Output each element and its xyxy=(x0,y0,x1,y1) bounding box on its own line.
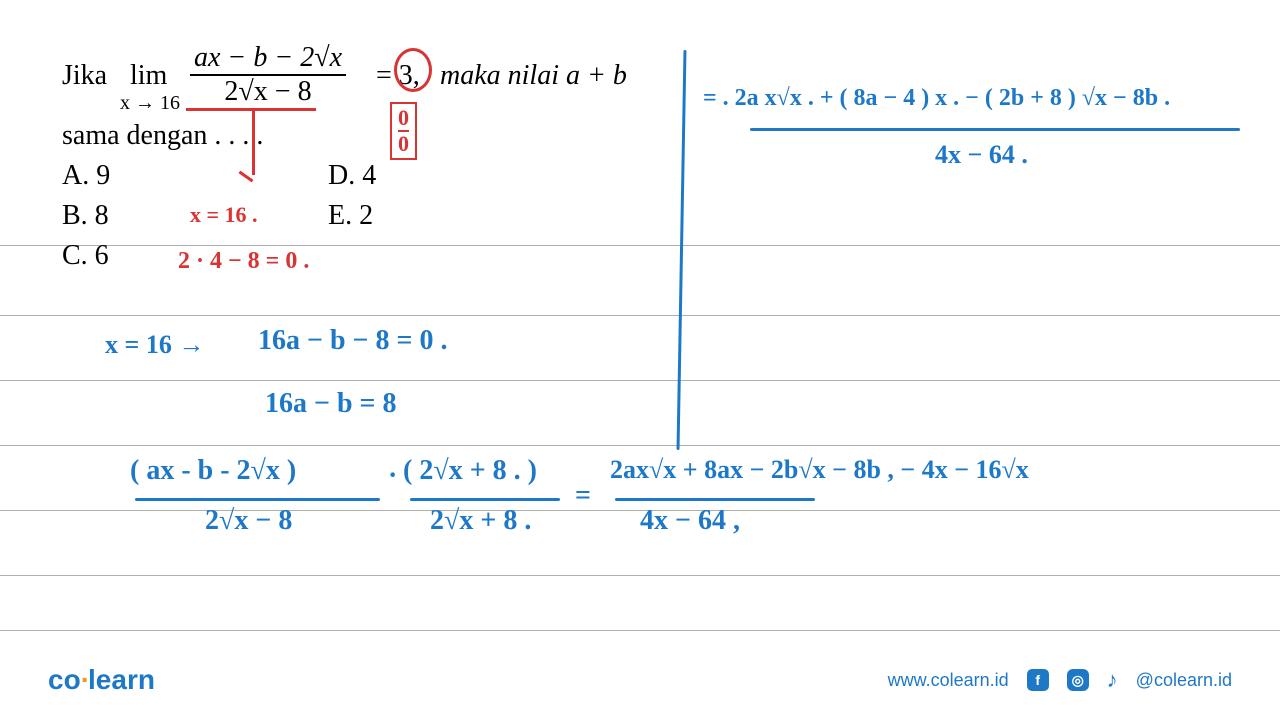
blue-divider xyxy=(677,50,687,450)
choice-c: C. 6 xyxy=(62,240,109,272)
problem-suffix: maka nilai a + b xyxy=(440,60,627,92)
blue-frac3-den: 4x − 64 , xyxy=(640,505,740,537)
red-x-eq-16: x = 16 . xyxy=(190,202,258,228)
footer-handle: @colearn.id xyxy=(1136,670,1232,691)
blue-frac1-line xyxy=(135,498,380,501)
blue-step2: 16a − b = 8 xyxy=(265,388,396,420)
footer-url: www.colearn.id xyxy=(888,670,1009,691)
blue-step1b: 16a − b − 8 = 0 . xyxy=(258,325,447,357)
red-circle-3 xyxy=(394,48,432,92)
footer-right: www.colearn.id f ◎ ♪ @colearn.id xyxy=(888,667,1232,693)
problem-line2: sama dengan . . . . xyxy=(62,120,263,152)
choice-b: B. 8 xyxy=(62,200,109,232)
problem-prefix: Jika xyxy=(62,60,107,92)
problem-lim: lim xyxy=(130,60,167,92)
blue-eq: = xyxy=(575,480,591,512)
ruled-line xyxy=(0,575,1280,576)
choice-e: E. 2 xyxy=(328,200,373,232)
problem-lim-sub: x → 16 xyxy=(120,92,180,115)
tiktok-icon: ♪ xyxy=(1107,667,1118,693)
choice-a: A. 9 xyxy=(62,160,110,192)
blue-frac2-line xyxy=(410,498,560,501)
blue-frac1-num: ( ax - b - 2√x ) xyxy=(130,455,296,487)
ruled-line xyxy=(0,445,1280,446)
blue-step1a: x = 16 → xyxy=(105,330,204,360)
problem-fraction: ax − b − 2√x 2√x − 8 xyxy=(190,42,346,108)
blue-frac3-line xyxy=(615,498,815,501)
red-eq2: 2 · 4 − 8 = 0 . xyxy=(178,248,309,275)
blue-frac1-den: 2√x − 8 xyxy=(205,505,292,537)
blue-topright-fracline xyxy=(750,128,1240,131)
blue-topright-num: = . 2a x√x . + ( 8a − 4 ) x . − ( 2b + 8… xyxy=(703,85,1170,112)
ruled-line xyxy=(0,630,1280,631)
footer: co·learn www.colearn.id f ◎ ♪ @colearn.i… xyxy=(0,664,1280,696)
choice-d: D. 4 xyxy=(328,160,376,192)
red-underline-denom xyxy=(186,108,316,111)
blue-dot: · xyxy=(388,460,397,492)
ruled-line xyxy=(0,315,1280,316)
red-zero-over-zero: 0 0 xyxy=(390,102,417,160)
blue-topright-den: 4x − 64 . xyxy=(935,140,1028,170)
instagram-icon: ◎ xyxy=(1067,669,1089,691)
logo: co·learn xyxy=(48,664,155,696)
blue-frac2-den: 2√x + 8 . xyxy=(430,505,531,537)
blue-frac3-num: 2ax√x + 8ax − 2b√x − 8b , − 4x − 16√x xyxy=(610,455,1029,485)
ruled-line xyxy=(0,380,1280,381)
ruled-line xyxy=(0,245,1280,246)
blue-frac2-num: ( 2√x + 8 . ) xyxy=(403,455,537,487)
red-tick-down xyxy=(252,110,255,175)
facebook-icon: f xyxy=(1027,669,1049,691)
